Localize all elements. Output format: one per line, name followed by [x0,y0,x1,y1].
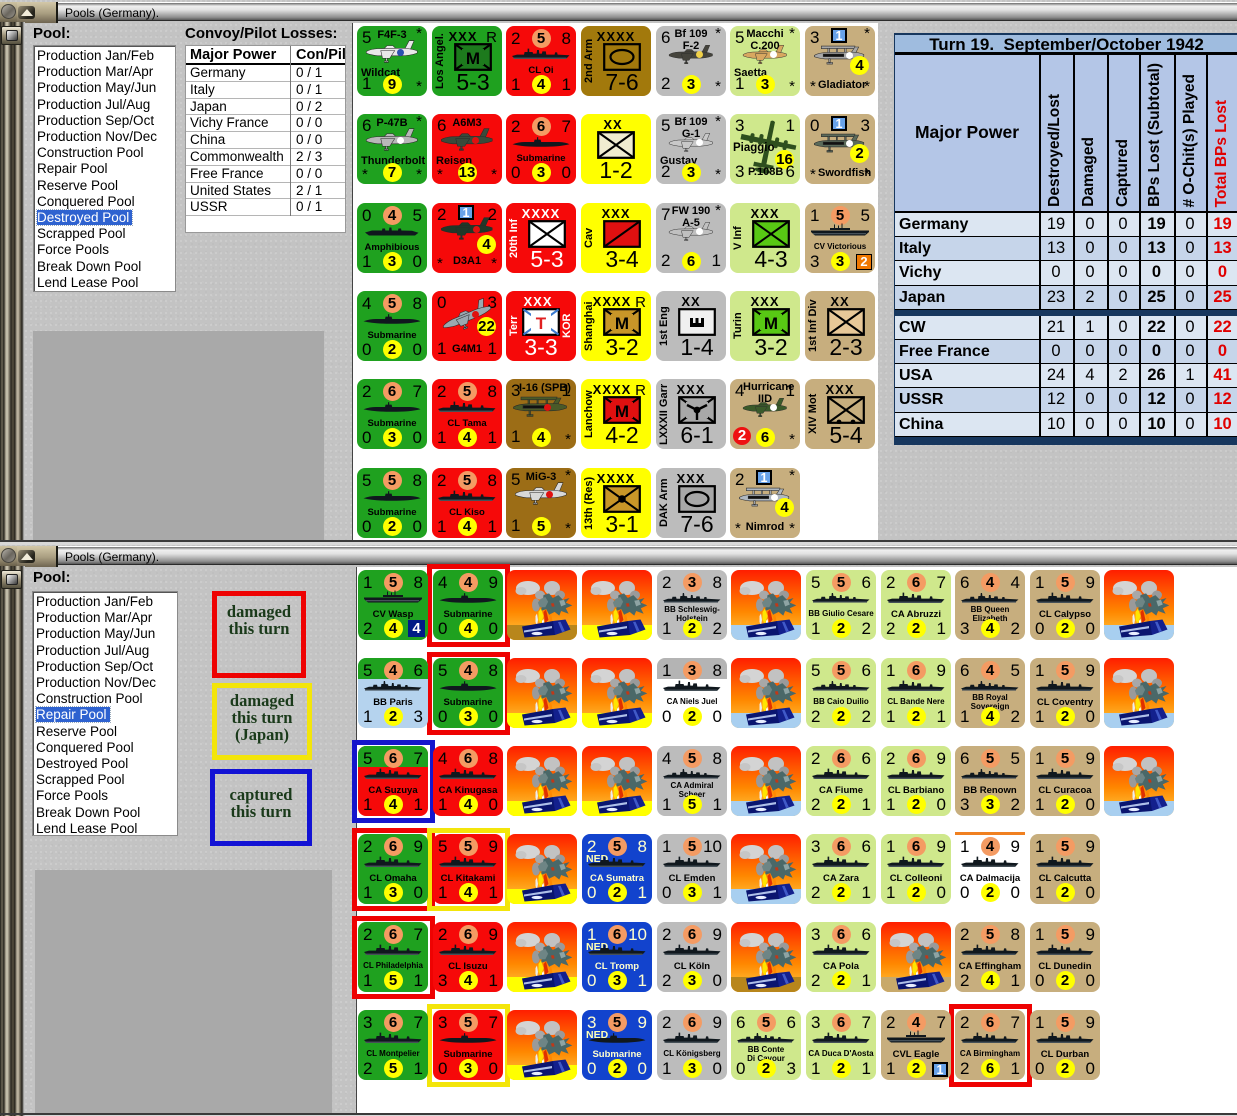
svg-text:M: M [466,49,480,68]
svg-text:M: M [615,314,629,333]
svg-text:T: T [536,314,547,333]
svg-text:M: M [615,402,629,421]
svg-text:M: M [764,314,778,333]
